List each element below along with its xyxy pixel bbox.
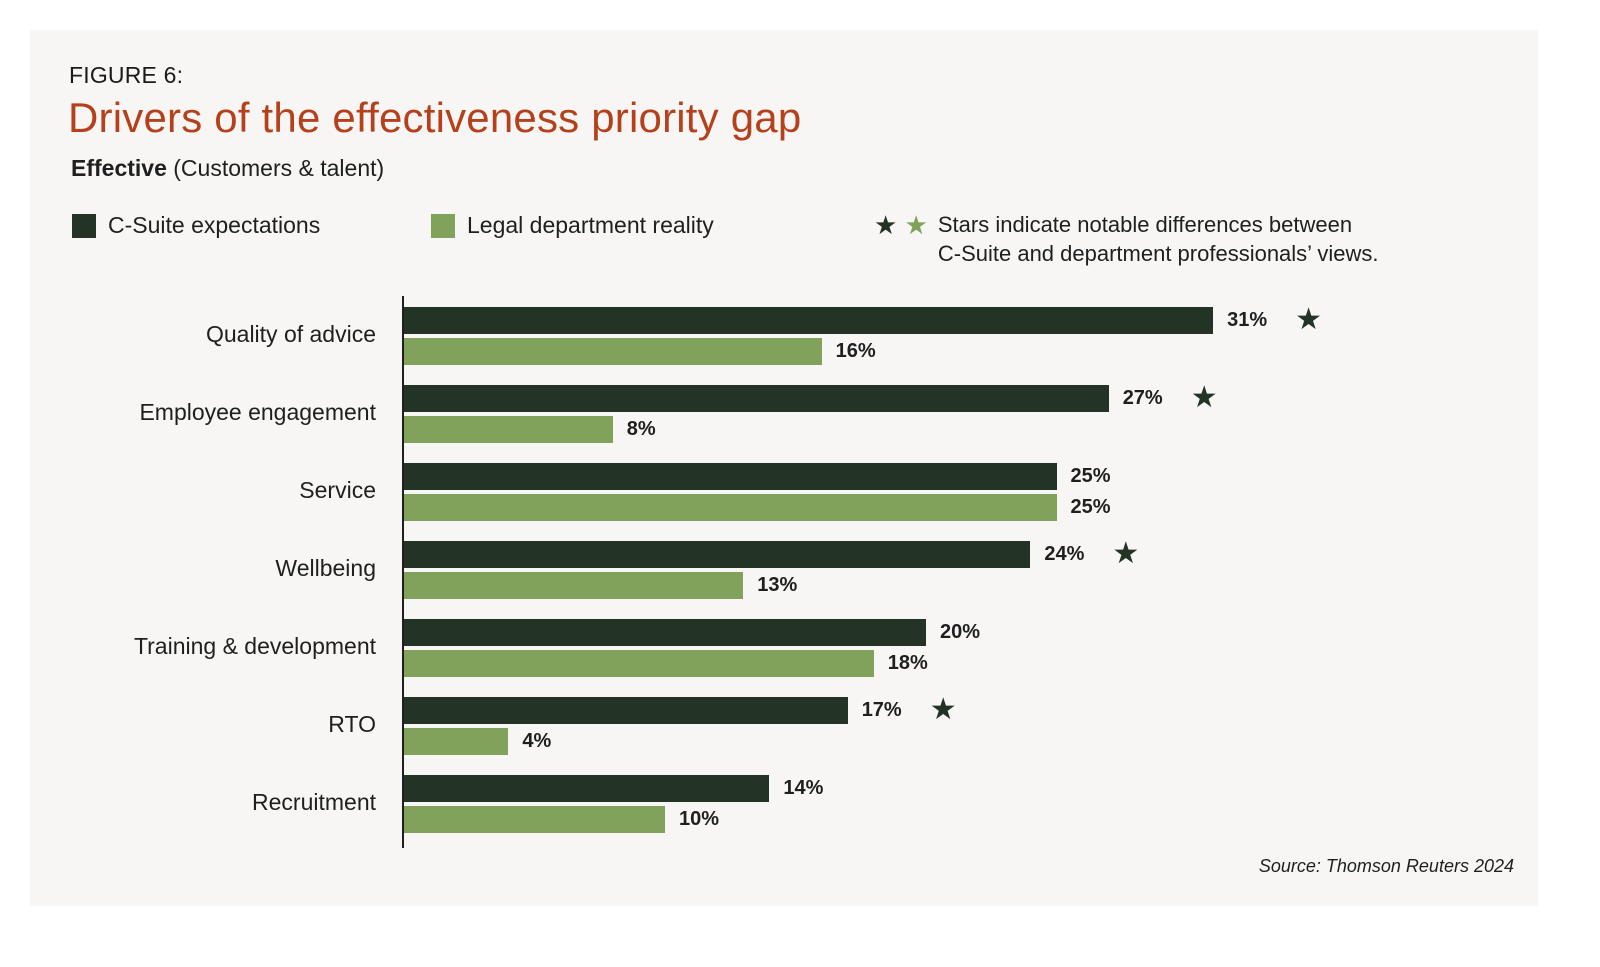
category-label: Service <box>299 477 376 503</box>
bar-legal <box>404 338 822 365</box>
star-icon: ★ <box>929 693 957 726</box>
y-axis-line <box>402 296 404 848</box>
bar-csuite <box>404 775 770 802</box>
bar-legal <box>404 416 613 443</box>
note-text: Stars indicate notable differences betwe… <box>938 210 1379 268</box>
bar-csuite <box>404 307 1214 334</box>
category-label: Recruitment <box>252 789 376 815</box>
value-label: 27% <box>1122 387 1163 409</box>
source-note: Source: Thomson Reuters 2024 <box>1258 856 1514 876</box>
value-label: 31% <box>1227 309 1268 331</box>
category-label: RTO <box>328 711 376 737</box>
star-pair-icon: ★ ★ <box>874 210 928 240</box>
value-label: 17% <box>861 699 902 721</box>
legend-label: Legal department reality <box>467 212 714 238</box>
value-label: 10% <box>679 808 720 830</box>
value-label: 25% <box>1070 465 1111 487</box>
value-label: 13% <box>757 574 798 596</box>
legend-item-csuite: C-Suite expectations <box>72 212 320 239</box>
category-label: Quality of advice <box>205 321 376 347</box>
legend-label: C-Suite expectations <box>108 212 321 238</box>
bar-csuite <box>404 463 1057 490</box>
value-label: 25% <box>1070 496 1111 518</box>
star-icon: ★ <box>1112 537 1140 570</box>
bar-legal <box>404 572 744 599</box>
bar-csuite <box>404 697 848 724</box>
legend-swatch-light <box>431 213 455 238</box>
bar-legal <box>404 806 665 833</box>
subtitle-bold: Effective <box>71 155 167 181</box>
star-dark-icon: ★ <box>874 210 898 240</box>
category-label: Training & development <box>133 633 376 659</box>
value-label: 24% <box>1044 543 1085 565</box>
value-label: 4% <box>522 730 552 752</box>
legend-item-legal: Legal department reality <box>431 212 714 239</box>
bar-legal <box>404 494 1057 521</box>
category-label: Wellbeing <box>275 555 376 581</box>
value-label: 8% <box>626 418 656 440</box>
star-icon: ★ <box>1190 381 1218 414</box>
legend-star-note: ★ ★ Stars indicate notable differences b… <box>874 210 1378 268</box>
chart-subtitle: Effective (Customers & talent) <box>71 155 384 182</box>
note-line-1: Stars indicate notable differences betwe… <box>937 212 1353 237</box>
value-label: 20% <box>940 621 981 643</box>
bar-legal <box>404 650 874 677</box>
legend-swatch-dark <box>72 213 96 238</box>
category-label: Employee engagement <box>139 399 376 425</box>
bar-csuite <box>404 619 926 646</box>
value-label: 14% <box>783 777 824 799</box>
bar-csuite <box>404 541 1031 568</box>
star-light-icon: ★ <box>904 210 928 240</box>
chart-title: Drivers of the effectiveness priority ga… <box>68 94 802 141</box>
bar-csuite <box>404 385 1109 412</box>
bar-legal <box>404 728 509 755</box>
value-label: 16% <box>835 340 876 362</box>
figure-label: FIGURE 6: <box>69 62 184 88</box>
value-label: 18% <box>887 652 928 674</box>
note-line-2: C-Suite and department professionals’ vi… <box>937 241 1379 266</box>
subtitle-rest: (Customers & talent) <box>166 155 385 181</box>
star-icon: ★ <box>1295 303 1322 336</box>
